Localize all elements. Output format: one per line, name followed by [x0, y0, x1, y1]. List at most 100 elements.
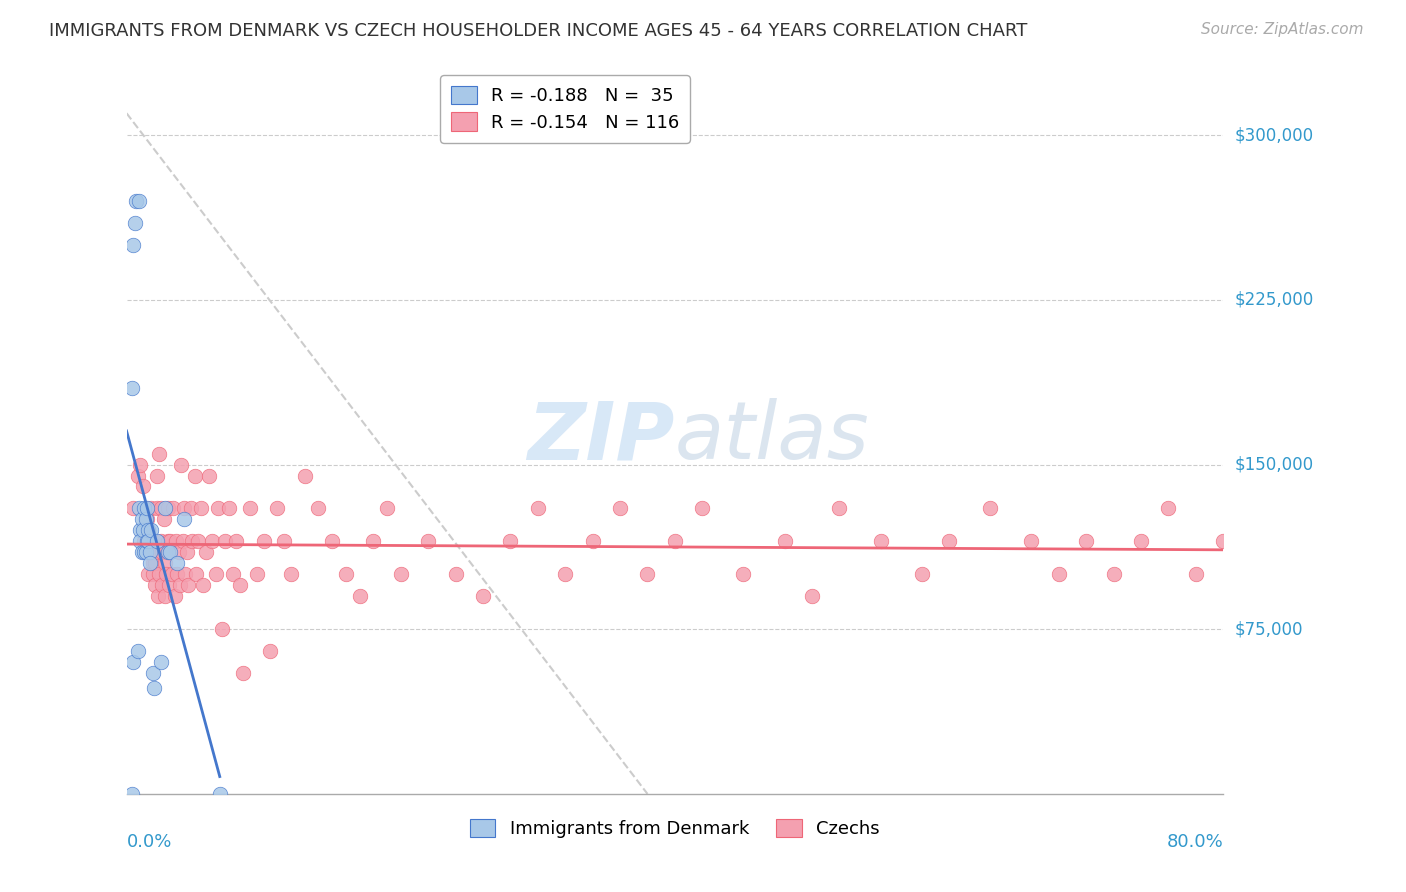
Point [246, 567, 269, 582]
Point [127, 468, 149, 483]
Point [239, 501, 262, 516]
Point [148, 567, 170, 582]
Point [139, 534, 162, 549]
Point [135, 545, 157, 559]
Point [1130, 534, 1153, 549]
Point [499, 534, 522, 549]
Point [139, 545, 162, 559]
Point [801, 589, 824, 603]
Point [1226, 534, 1249, 549]
Point [1076, 534, 1098, 549]
Point [208, 787, 231, 801]
Point [165, 534, 187, 549]
Point [143, 681, 166, 696]
Point [157, 545, 180, 559]
Point [128, 194, 150, 208]
Point [155, 567, 177, 582]
Point [266, 501, 288, 516]
Point [1157, 501, 1180, 516]
Point [1021, 534, 1043, 549]
Point [554, 567, 576, 582]
Point [636, 567, 658, 582]
Point [134, 501, 156, 516]
Point [156, 534, 179, 549]
Point [153, 589, 176, 603]
Point [132, 524, 155, 538]
Point [141, 501, 163, 516]
Point [129, 534, 152, 549]
Point [174, 567, 197, 582]
Text: atlas: atlas [675, 398, 870, 476]
Point [222, 567, 245, 582]
Point [122, 655, 145, 669]
Point [138, 534, 160, 549]
Point [692, 501, 714, 516]
Point [173, 501, 195, 516]
Point [153, 501, 176, 516]
Text: $300,000: $300,000 [1234, 126, 1313, 145]
Point [121, 381, 143, 395]
Point [609, 501, 631, 516]
Point [349, 589, 371, 603]
Point [207, 501, 229, 516]
Point [143, 534, 166, 549]
Point [149, 534, 172, 549]
Text: IMMIGRANTS FROM DENMARK VS CZECH HOUSEHOLDER INCOME AGES 45 - 64 YEARS CORRELATI: IMMIGRANTS FROM DENMARK VS CZECH HOUSEHO… [49, 22, 1028, 40]
Point [180, 501, 202, 516]
Point [911, 567, 934, 582]
Point [157, 578, 180, 592]
Point [169, 578, 191, 592]
Point [153, 557, 176, 571]
Point [156, 545, 179, 559]
Point [122, 501, 145, 516]
Point [193, 578, 215, 592]
Point [170, 458, 193, 472]
Point [204, 567, 226, 582]
Point [145, 468, 167, 483]
Point [156, 501, 179, 516]
Point [184, 468, 207, 483]
Point [187, 534, 209, 549]
Point [186, 567, 208, 582]
Point [163, 589, 186, 603]
Point [122, 238, 145, 252]
Point [121, 787, 143, 801]
Point [1212, 534, 1234, 549]
Point [124, 216, 146, 230]
Point [389, 567, 412, 582]
Point [162, 501, 184, 516]
Point [321, 534, 343, 549]
Point [1185, 567, 1208, 582]
Point [211, 622, 233, 636]
Point [979, 501, 1001, 516]
Text: ZIP: ZIP [527, 398, 675, 476]
Point [167, 545, 190, 559]
Point [229, 578, 252, 592]
Point [139, 557, 162, 571]
Point [148, 446, 170, 460]
Point [335, 567, 357, 582]
Point [1102, 567, 1125, 582]
Point [138, 567, 160, 582]
Point [444, 567, 467, 582]
Point [582, 534, 605, 549]
Point [136, 512, 159, 526]
Point [136, 501, 159, 516]
Point [176, 545, 198, 559]
Point [308, 501, 330, 516]
Point [869, 534, 891, 549]
Point [280, 567, 302, 582]
Point [134, 534, 156, 549]
Text: 80.0%: 80.0% [1167, 833, 1223, 851]
Point [181, 534, 204, 549]
Point [197, 468, 219, 483]
Point [136, 534, 159, 549]
Text: 0.0%: 0.0% [127, 833, 172, 851]
Text: $75,000: $75,000 [1234, 620, 1303, 638]
Point [418, 534, 440, 549]
Point [149, 655, 172, 669]
Point [938, 534, 960, 549]
Point [138, 524, 160, 538]
Legend: Immigrants from Denmark, Czechs: Immigrants from Denmark, Czechs [463, 812, 887, 846]
Point [135, 512, 157, 526]
